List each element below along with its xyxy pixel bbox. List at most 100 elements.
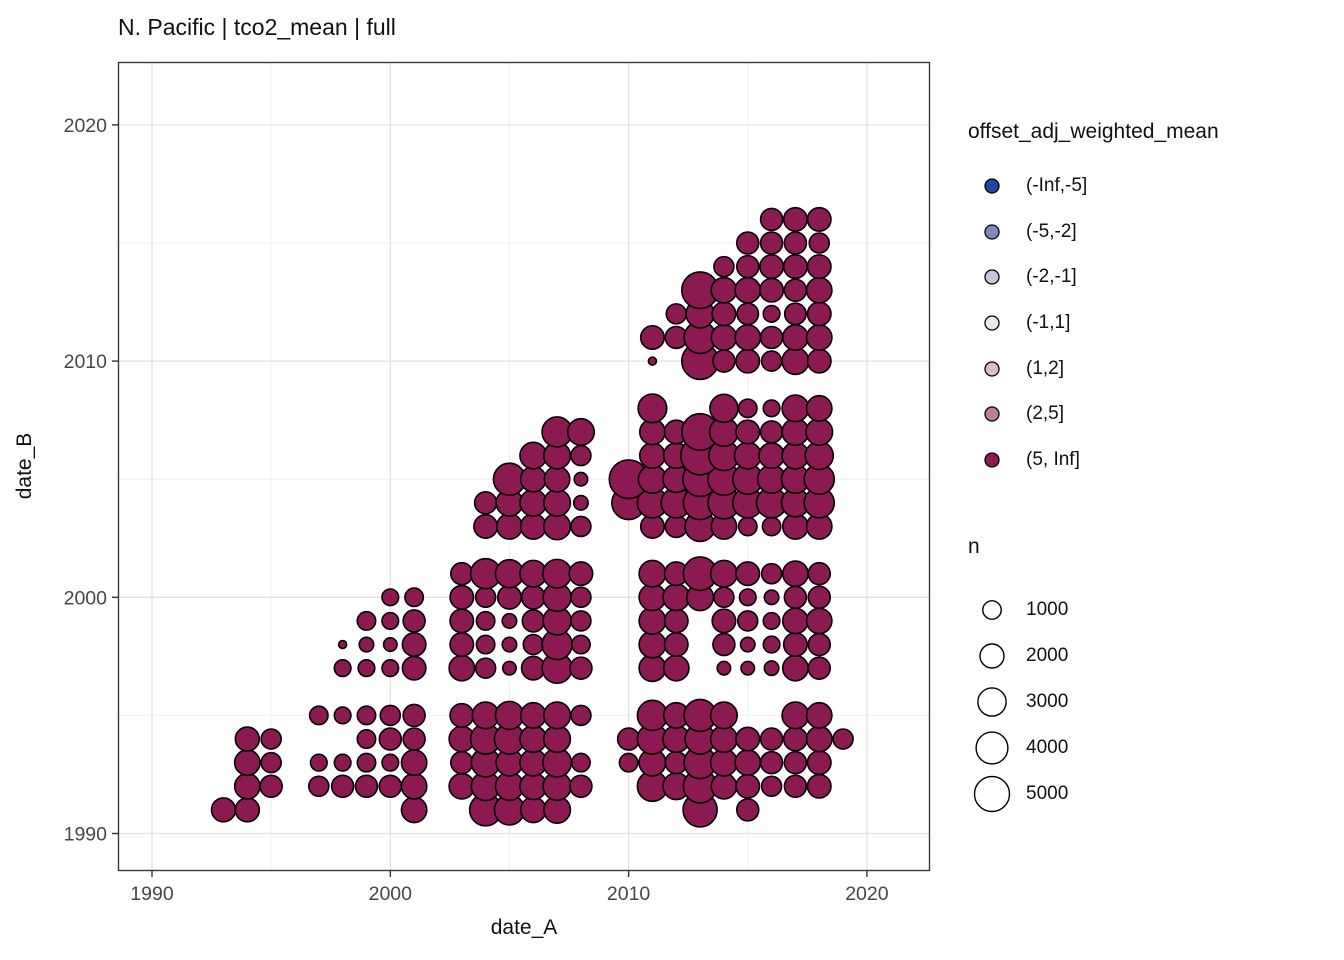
data-point	[260, 728, 282, 750]
data-point	[638, 630, 667, 659]
size-legend-label: 3000	[1026, 691, 1069, 712]
data-point	[713, 586, 735, 609]
data-point	[401, 655, 427, 681]
data-point	[736, 302, 760, 326]
data-point	[570, 634, 591, 655]
data-point	[663, 608, 689, 634]
data-point	[709, 701, 739, 730]
y-tick-label: 2020	[64, 115, 108, 137]
color-legend-entries: (-Inf,-5] (-5,-2] (-2,-1] (-1,1] (1,2] (2,5] (…	[965, 163, 1335, 483]
size-legend-entry: 4000	[965, 725, 1335, 771]
data-point	[734, 324, 762, 351]
data-point	[759, 277, 785, 303]
color-legend-dot-icon	[965, 267, 1019, 287]
data-point	[543, 701, 572, 730]
data-point	[762, 635, 781, 654]
data-point	[543, 488, 572, 517]
data-point	[806, 750, 832, 776]
data-point	[638, 583, 667, 612]
data-point	[736, 610, 759, 632]
data-point	[739, 636, 756, 653]
size-legend-entry: 5000	[965, 771, 1335, 817]
data-point	[572, 494, 589, 511]
data-point	[474, 657, 497, 679]
data-point	[495, 512, 523, 540]
data-point	[664, 514, 689, 539]
data-point	[568, 561, 594, 587]
data-point	[781, 394, 810, 423]
color-legend-entry: (5, Inf]	[965, 437, 1335, 483]
color-legend-label: (2,5]	[1026, 403, 1065, 425]
data-point	[783, 302, 807, 326]
data-point	[806, 254, 832, 280]
data-point	[734, 749, 762, 777]
data-point	[358, 636, 375, 653]
data-point	[570, 752, 591, 773]
data-point	[501, 612, 518, 629]
data-point	[805, 417, 834, 447]
data-point	[638, 559, 667, 588]
data-point	[808, 232, 831, 254]
data-point	[570, 704, 592, 727]
data-point	[663, 631, 689, 658]
size-legend-label: 2000	[1026, 645, 1069, 666]
size-legend-circle-icon	[965, 636, 1019, 676]
data-point	[735, 773, 761, 799]
data-point	[333, 706, 352, 725]
panel-border	[117, 61, 931, 872]
data-point	[501, 636, 518, 653]
data-point	[381, 753, 400, 772]
data-point	[450, 561, 474, 586]
data-point	[448, 654, 476, 682]
data-point	[542, 558, 573, 589]
data-point	[782, 631, 808, 658]
data-point	[805, 701, 833, 729]
data-point	[569, 656, 593, 680]
color-legend-entry: (-5,-2]	[965, 209, 1335, 255]
size-legend-entry: 2000	[965, 633, 1335, 679]
color-legend-label: (-5,-2]	[1026, 220, 1077, 242]
data-point	[807, 656, 832, 680]
data-point	[759, 231, 784, 255]
data-point	[356, 610, 377, 631]
color-legend-title: offset_adj_weighted_mean	[968, 120, 1219, 143]
x-tick-label: 1990	[130, 883, 174, 905]
data-point	[357, 659, 376, 678]
data-point	[781, 346, 810, 376]
data-point	[807, 585, 832, 610]
data-point	[474, 586, 497, 609]
data-point	[473, 513, 499, 539]
data-point	[521, 609, 546, 633]
data-point	[807, 632, 832, 657]
color-legend-dot-icon	[965, 404, 1019, 424]
data-point	[738, 588, 757, 607]
data-point	[805, 607, 833, 635]
data-point	[404, 587, 425, 608]
data-point	[709, 559, 739, 588]
data-point	[783, 278, 808, 303]
data-point	[308, 705, 329, 726]
data-point	[259, 774, 283, 799]
data-point	[711, 608, 737, 634]
data-point	[710, 324, 738, 351]
data-point	[379, 704, 402, 727]
data-point	[400, 796, 428, 824]
data-point	[638, 442, 666, 470]
data-point	[662, 583, 691, 612]
data-point	[449, 631, 475, 658]
data-point	[639, 324, 665, 351]
data-point	[734, 276, 762, 304]
chart-title: N. Pacific | tco2_mean | full	[118, 14, 396, 40]
size-legend-entry: 1000	[965, 587, 1335, 633]
data-point	[473, 491, 498, 515]
data-point	[712, 349, 736, 373]
data-point	[783, 585, 808, 610]
x-axis-title: date_A	[490, 916, 558, 939]
data-point	[665, 303, 688, 325]
data-point	[449, 584, 475, 610]
y-tick-label: 2000	[64, 587, 108, 609]
data-point	[781, 701, 810, 730]
data-point	[309, 753, 328, 772]
data-point	[716, 660, 732, 676]
